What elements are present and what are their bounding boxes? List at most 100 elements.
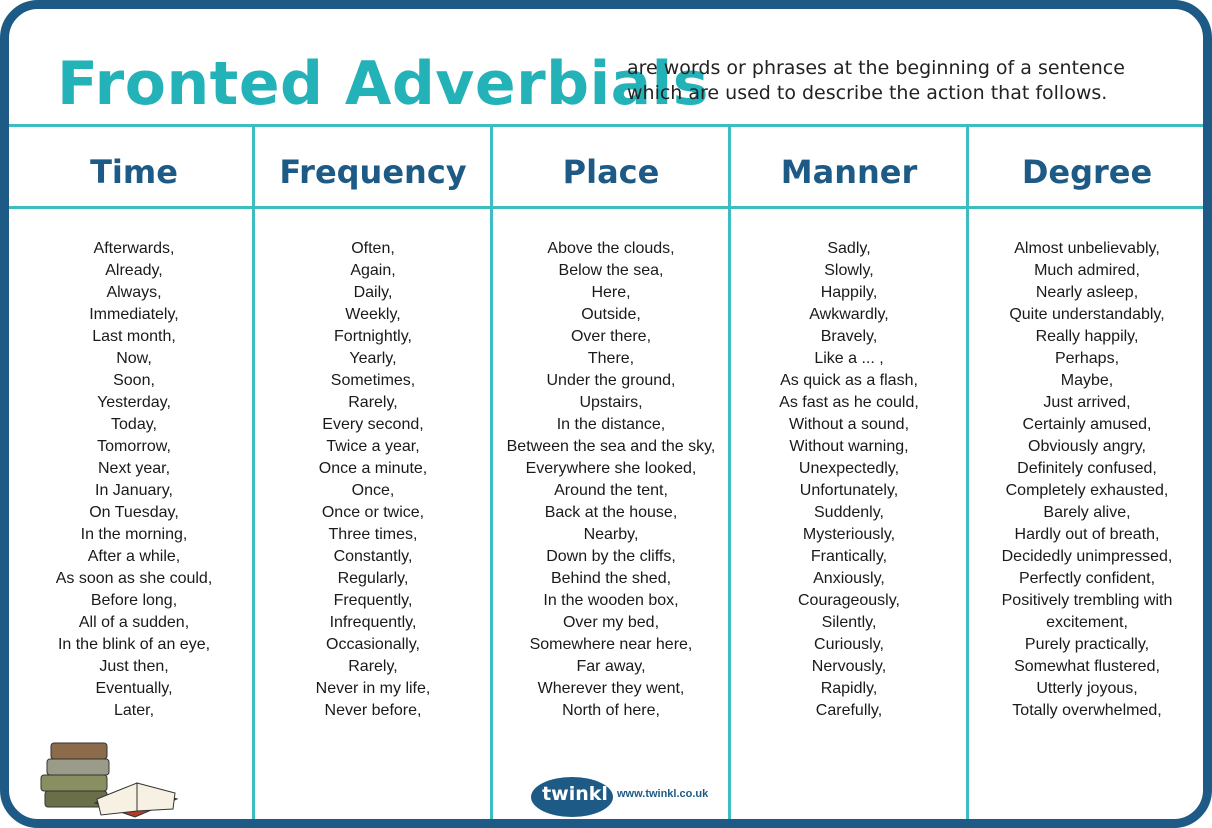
adverbial: Suddenly, — [814, 504, 884, 521]
adverbial: Awkwardly, — [809, 306, 889, 323]
adverbial: Daily, — [353, 284, 393, 301]
adverbial: Again, — [350, 262, 396, 279]
adverbial: Rarely, — [348, 658, 398, 675]
adverbial: Over my bed, — [562, 614, 660, 631]
item-list: Above the clouds, Below the sea, Here, Outs… — [493, 216, 729, 722]
books-illustration — [40, 742, 179, 818]
adverbial: Much admired, — [1034, 262, 1140, 279]
adverbial: Carefully, — [815, 702, 883, 719]
adverbial: On Tuesday, — [89, 504, 179, 521]
adverbial: Frantically, — [810, 548, 888, 565]
divider — [252, 126, 255, 819]
adverbial: In January, — [95, 482, 173, 499]
adverbial: Back at the house, — [544, 504, 678, 521]
adverbial: Mysteriously, — [802, 526, 896, 543]
adverbial: Certainly amused, — [1022, 416, 1152, 433]
adverbial: Unexpectedly, — [798, 460, 900, 477]
adverbial: In the distance, — [556, 416, 666, 433]
adverbial: Positively trembling with excitement, — [1001, 592, 1173, 631]
adverbial: After a while, — [87, 548, 181, 565]
adverbial: Definitely confused, — [1017, 460, 1157, 477]
adverbial: Constantly, — [333, 548, 413, 565]
divider — [9, 124, 1203, 127]
logo-url: www.twinkl.co.uk — [617, 788, 709, 800]
item-list: Afterwards, Already, Always, Immediately, La… — [16, 216, 252, 722]
adverbial: Twice a year, — [326, 438, 420, 455]
adverbial: Hardly out of breath, — [1014, 526, 1160, 543]
adverbial: Tomorrow, — [97, 438, 171, 455]
column-heading: Frequency — [279, 153, 467, 191]
adverbial: Between the sea and the sky, — [506, 438, 716, 455]
column: Place Above the clouds, Below the sea, Here… — [493, 126, 729, 722]
adverbial: Behind the shed, — [550, 570, 672, 587]
adverbial: Wherever they went, — [537, 680, 685, 697]
adverbial: Sadly, — [827, 240, 871, 257]
column-heading: Manner — [780, 153, 918, 191]
column-heading: Place — [562, 153, 660, 191]
adverbial: Slowly, — [824, 262, 874, 279]
adverbial: Maybe, — [1060, 372, 1114, 389]
adverbial: Perfectly confident, — [1018, 570, 1156, 587]
adverbial: Barely alive, — [1043, 504, 1131, 521]
adverbial: Three times, — [328, 526, 418, 543]
adverbial: Soon, — [113, 372, 155, 389]
adverbial: Happily, — [820, 284, 878, 301]
adverbial: Curiously, — [814, 636, 884, 653]
adverbial: Over there, — [570, 328, 652, 345]
adverbial: Occasionally, — [326, 636, 420, 653]
adverbial: Everywhere she looked, — [525, 460, 697, 477]
adverbial: Almost unbelievably, — [1014, 240, 1160, 257]
adverbial: Never in my life, — [315, 680, 431, 697]
adverbial: In the morning, — [80, 526, 188, 543]
adverbial: Outside, — [581, 306, 641, 323]
adverbial: Just arrived, — [1043, 394, 1131, 411]
adverbial: Above the clouds, — [547, 240, 675, 257]
adverbial: Somewhere near here, — [529, 636, 693, 653]
adverbial: Unfortunately, — [799, 482, 899, 499]
adverbial: Afterwards, — [93, 240, 175, 257]
adverbial: Already, — [105, 262, 163, 279]
adverbial: Around the tent, — [554, 482, 668, 499]
item-list: Sadly, Slowly, Happily, Awkwardly, Bravely, L… — [731, 216, 967, 722]
adverbial: In the wooden box, — [543, 592, 679, 609]
adverbial: Once, — [351, 482, 395, 499]
adverbial: Utterly joyous, — [1036, 680, 1138, 697]
column: Frequency Often, Again, Daily, Weekly, Fortni… — [255, 126, 491, 722]
adverbial: Later, — [113, 702, 155, 719]
adverbial: Nearby, — [583, 526, 639, 543]
adverbial: Eventually, — [95, 680, 173, 697]
adverbial: Purely practically, — [1024, 636, 1150, 653]
adverbial: Once or twice, — [321, 504, 425, 521]
adverbial: Far away, — [576, 658, 646, 675]
adverbial: Just then, — [99, 658, 169, 675]
column-heading: Degree — [1021, 153, 1153, 191]
adverbial: Somewhat flustered, — [1014, 658, 1160, 675]
logo-text: twinkl — [542, 783, 608, 805]
adverbial: Once a minute, — [318, 460, 428, 477]
adverbial: Here, — [591, 284, 631, 301]
adverbial: Really happily, — [1035, 328, 1139, 345]
adverbial: Last month, — [92, 328, 176, 345]
adverbial: Always, — [106, 284, 162, 301]
adverbial: Decidedly unimpressed, — [1001, 548, 1173, 565]
adverbial: In the blink of an eye, — [57, 636, 211, 653]
divider — [728, 126, 731, 819]
adverbial: Infrequently, — [329, 614, 417, 631]
adverbial: Below the sea, — [558, 262, 664, 279]
adverbial: Under the ground, — [546, 372, 676, 389]
column: Degree Almost unbelievably, Much admired, N… — [969, 126, 1203, 722]
adverbial: Often, — [351, 240, 395, 257]
adverbial: As quick as a flash, — [780, 372, 918, 389]
adverbial: Rapidly, — [820, 680, 878, 697]
adverbial: Perhaps, — [1054, 350, 1120, 367]
adverbial: Without a sound, — [788, 416, 910, 433]
adverbial: Weekly, — [345, 306, 401, 323]
adverbial: Without warning, — [789, 438, 909, 455]
adverbial: There, — [587, 350, 635, 367]
adverbial: Before long, — [90, 592, 178, 609]
adverbial: Yearly, — [349, 350, 397, 367]
adverbial: Sometimes, — [330, 372, 416, 389]
column: Time Afterwards, Already, Always, Immediatel… — [16, 126, 252, 722]
adverbial: Like a ... , — [814, 350, 884, 367]
